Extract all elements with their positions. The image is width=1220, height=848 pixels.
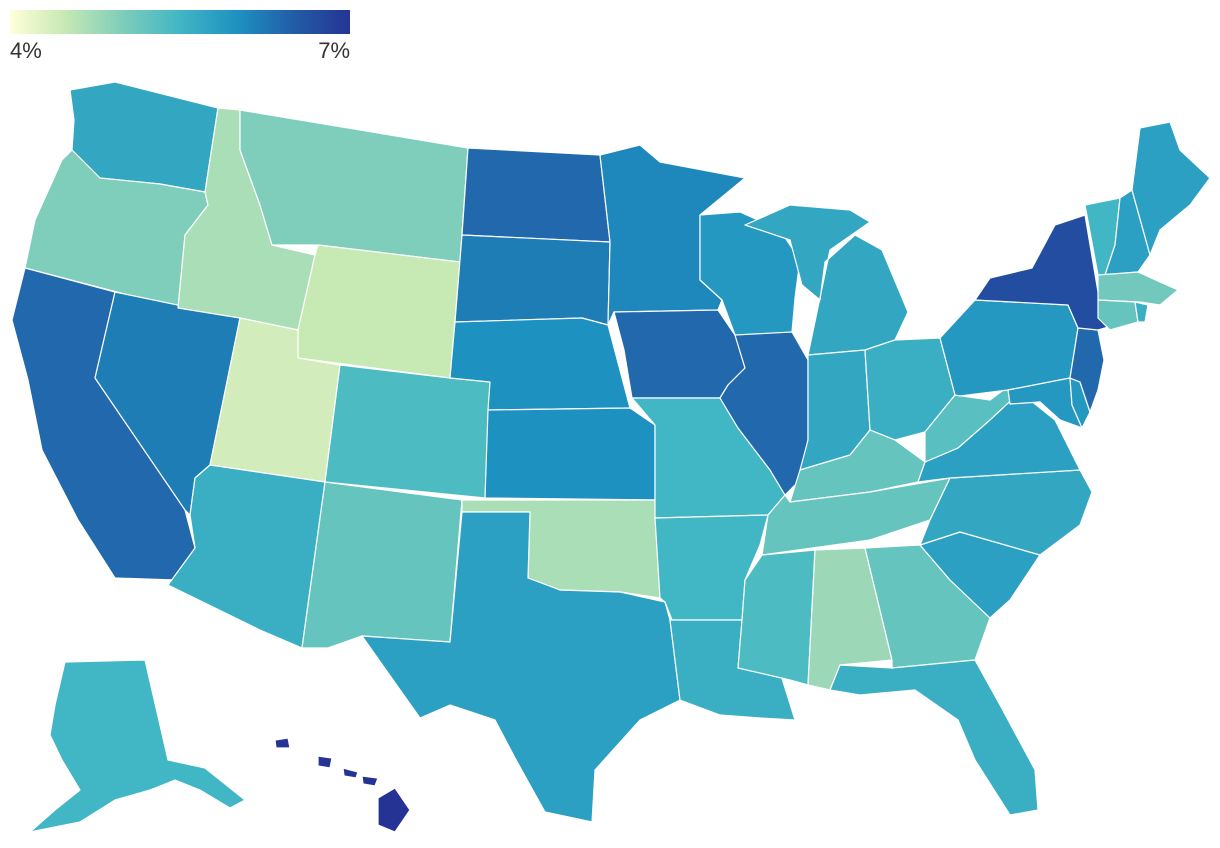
state-nm[interactable] [301, 481, 463, 649]
state-nd[interactable] [461, 147, 611, 243]
state-nj[interactable] [1069, 327, 1105, 413]
state-co[interactable] [324, 364, 491, 499]
color-legend: 4% 7% [10, 10, 350, 63]
state-me[interactable] [1131, 121, 1211, 256]
legend-gradient-bar [10, 10, 350, 34]
state-hi[interactable] [274, 737, 411, 833]
state-sd[interactable] [454, 234, 611, 326]
state-fl[interactable] [829, 659, 1039, 816]
state-il[interactable] [719, 331, 809, 496]
state-mi[interactable] [744, 204, 909, 356]
legend-min-label: 4% [10, 38, 42, 63]
state-ct[interactable] [1097, 299, 1139, 331]
state-wy[interactable] [297, 244, 461, 379]
state-mt[interactable] [239, 109, 469, 263]
legend-max-label: 7% [318, 38, 350, 63]
state-tx[interactable] [361, 511, 681, 823]
state-ri[interactable] [1134, 301, 1149, 323]
state-ks[interactable] [484, 407, 656, 501]
state-ia[interactable] [613, 309, 746, 399]
state-ak[interactable] [29, 659, 246, 833]
